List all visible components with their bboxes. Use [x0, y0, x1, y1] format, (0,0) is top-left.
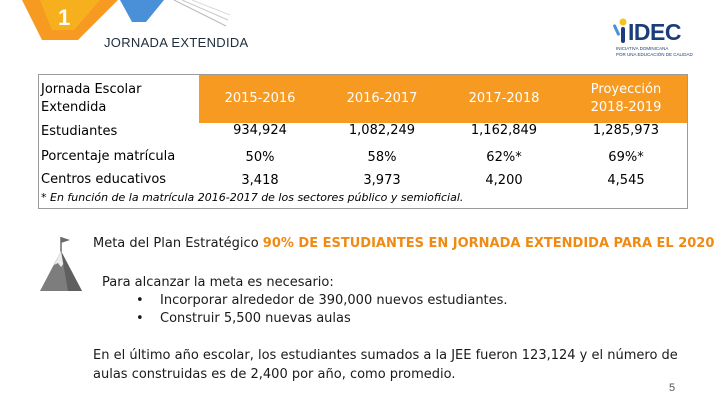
jornada-extendida-table: Jornada Escolar Extendida 2015-2016 2016… [38, 74, 688, 209]
corner-label-line: Extendida [41, 100, 107, 115]
row-label: Estudiantes [41, 124, 118, 139]
data-table: Jornada Escolar Extendida 2015-2016 2016… [39, 75, 687, 189]
slide-number: 1 [58, 5, 71, 30]
cell-value: 3,973 [363, 172, 401, 188]
cell-value: 934,924 [233, 123, 287, 138]
header-decoration [120, 0, 230, 27]
goal-highlight: 90% DE ESTUDIANTES EN JORNADA EXTENDIDA … [262, 236, 715, 251]
cell-value: 69%* [608, 149, 644, 165]
cell-value: 3,418 [241, 172, 279, 188]
year-header-label: 2016-2017 [346, 91, 418, 106]
cell-value: 4,545 [607, 172, 645, 188]
row-label: Centros educativos [41, 172, 167, 187]
corner-label-line: Jornada Escolar [41, 82, 142, 97]
logo-subtitle: INICIATIVA DOMINICANA POR UNA EDUCACIÓN … [616, 46, 696, 57]
bullet-icon: • [136, 293, 144, 308]
year-header-label: 2018-2019 [590, 100, 662, 115]
list-item-text: Construir 5,500 nuevas aulas [160, 311, 351, 326]
table-footnote: * En función de la matrícula 2016-2017 d… [41, 191, 464, 204]
cell-value: 50% [245, 149, 275, 165]
table-row-estudiantes: Estudiantes 934,924 1,082,249 1,162,849 … [39, 123, 687, 143]
table-header-row: Jornada Escolar Extendida 2015-2016 2016… [39, 75, 687, 123]
requirements-block: Para alcanzar la meta es necesario: • Inc… [102, 274, 508, 328]
slide-number-tab-shape [22, 0, 118, 40]
year-header-label: 2015-2016 [224, 91, 296, 106]
cell-value: 1,285,973 [592, 123, 660, 138]
table-row-porcentaje: Porcentaje matrícula 50% 58% 62%* 69%* [39, 143, 687, 171]
page-number: 5 [669, 382, 676, 394]
cell-value: 1,162,849 [470, 123, 538, 138]
logo-subtitle-line: POR UNA EDUCACIÓN DE CALIDAD [616, 51, 693, 57]
table-row-centros: Centros educativos 3,418 3,973 4,200 4,5… [39, 171, 687, 189]
idec-logo: IDEC INICIATIVA DOMINICANA POR UNA EDUCA… [612, 16, 712, 66]
list-item: • Incorporar alrededor de 390,000 nuevos … [136, 292, 508, 310]
strategic-goal: Meta del Plan Estratégico 90% DE ESTUDIA… [93, 236, 714, 251]
logo-subtitle-line: INICIATIVA DOMINICANA [616, 46, 669, 51]
row-label: Porcentaje matrícula [41, 149, 176, 164]
mountain-flag-icon [40, 237, 82, 291]
goal-prefix: Meta del Plan Estratégico [93, 236, 263, 251]
year-header-proyeccion: Proyección 2018-2019 [565, 75, 687, 123]
bullet-icon: • [136, 311, 144, 326]
year-header-2017-2018: 2017-2018 [443, 75, 565, 123]
logo-figure-icon [613, 18, 627, 43]
year-header-2016-2017: 2016-2017 [321, 75, 443, 123]
logo-text: IDEC [628, 19, 681, 45]
cell-value: 62%* [486, 149, 522, 165]
requirements-list: • Incorporar alrededor de 390,000 nuevos … [136, 292, 508, 328]
table-corner-label: Jornada Escolar Extendida [39, 75, 199, 123]
slide-number-tab: 1 [0, 0, 120, 40]
requirements-intro: Para alcanzar la meta es necesario: [102, 275, 334, 290]
cell-value: 58% [367, 149, 397, 165]
cell-value: 1,082,249 [348, 123, 416, 138]
cell-value: 4,200 [485, 172, 523, 188]
list-item: • Construir 5,500 nuevas aulas [136, 310, 508, 328]
year-header-2015-2016: 2015-2016 [199, 75, 321, 123]
closing-paragraph: En el último año escolar, los estudiante… [93, 348, 678, 382]
year-header-label: 2017-2018 [468, 91, 540, 106]
section-title: JORNADA EXTENDIDA [104, 35, 249, 50]
list-item-text: Incorporar alrededor de 390,000 nuevos e… [160, 293, 508, 308]
year-header-label: Proyección [590, 82, 662, 97]
